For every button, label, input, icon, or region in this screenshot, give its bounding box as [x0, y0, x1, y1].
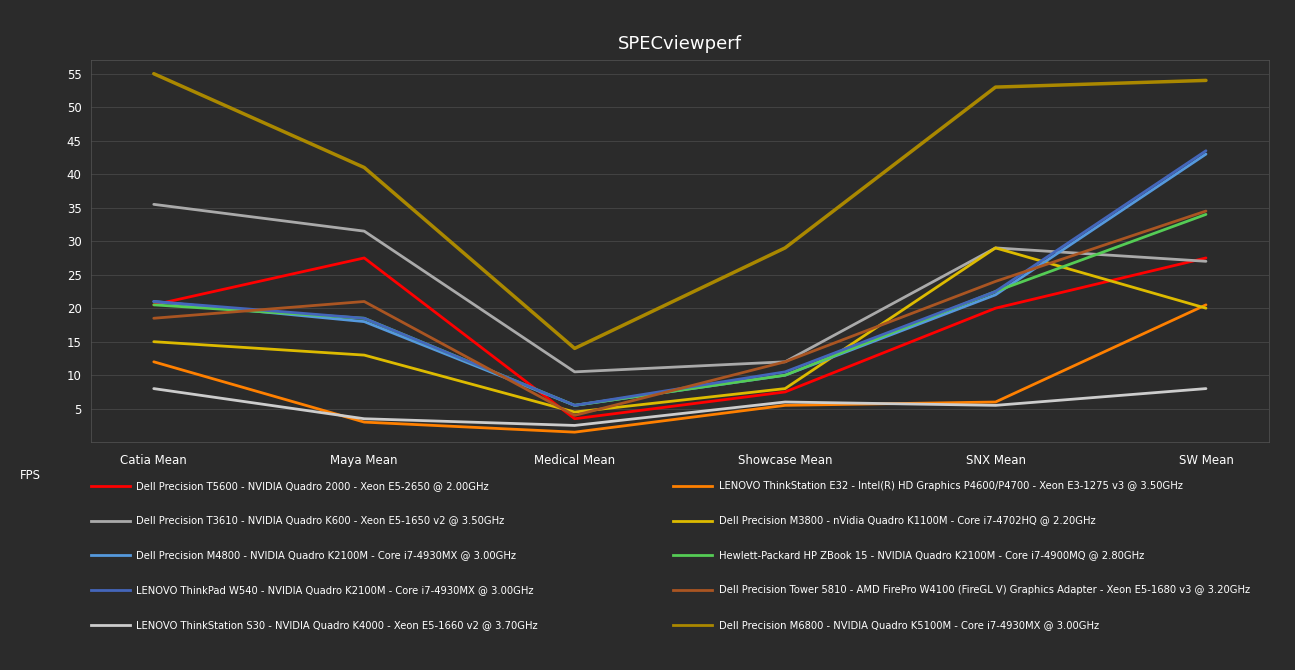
Text: FPS: FPS	[19, 469, 40, 482]
Text: Dell Precision T3610 - NVIDIA Quadro K600 - Xeon E5-1650 v2 @ 3.50GHz: Dell Precision T3610 - NVIDIA Quadro K60…	[136, 516, 504, 525]
Text: LENOVO ThinkStation E32 - Intel(R) HD Graphics P4600/P4700 - Xeon E3-1275 v3 @ 3: LENOVO ThinkStation E32 - Intel(R) HD Gr…	[719, 481, 1182, 490]
Text: LENOVO ThinkPad W540 - NVIDIA Quadro K2100M - Core i7-4930MX @ 3.00GHz: LENOVO ThinkPad W540 - NVIDIA Quadro K21…	[136, 586, 534, 595]
Text: Dell Precision T5600 - NVIDIA Quadro 2000 - Xeon E5-2650 @ 2.00GHz: Dell Precision T5600 - NVIDIA Quadro 200…	[136, 481, 488, 490]
Text: Dell Precision M6800 - NVIDIA Quadro K5100M - Core i7-4930MX @ 3.00GHz: Dell Precision M6800 - NVIDIA Quadro K51…	[719, 620, 1099, 630]
Text: Dell Precision Tower 5810 - AMD FirePro W4100 (FireGL V) Graphics Adapter - Xeon: Dell Precision Tower 5810 - AMD FirePro …	[719, 586, 1250, 595]
Title: SPECviewperf: SPECviewperf	[618, 36, 742, 53]
Text: LENOVO ThinkStation S30 - NVIDIA Quadro K4000 - Xeon E5-1660 v2 @ 3.70GHz: LENOVO ThinkStation S30 - NVIDIA Quadro …	[136, 620, 537, 630]
Text: Dell Precision M3800 - nVidia Quadro K1100M - Core i7-4702HQ @ 2.20GHz: Dell Precision M3800 - nVidia Quadro K11…	[719, 516, 1096, 525]
Text: Hewlett-Packard HP ZBook 15 - NVIDIA Quadro K2100M - Core i7-4900MQ @ 2.80GHz: Hewlett-Packard HP ZBook 15 - NVIDIA Qua…	[719, 551, 1143, 560]
Text: Dell Precision M4800 - NVIDIA Quadro K2100M - Core i7-4930MX @ 3.00GHz: Dell Precision M4800 - NVIDIA Quadro K21…	[136, 551, 515, 560]
